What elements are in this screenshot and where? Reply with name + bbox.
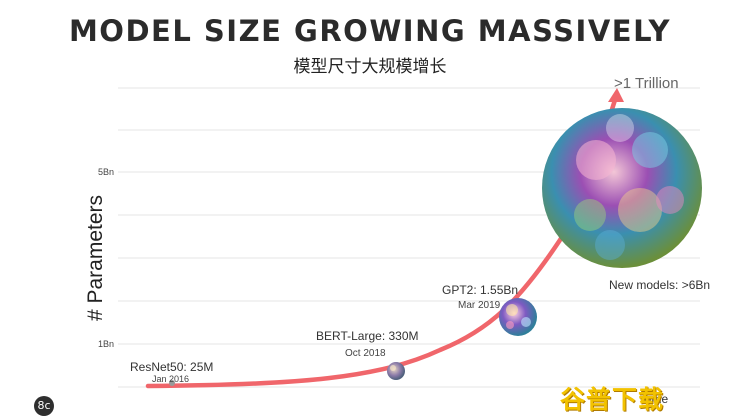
arrow-label: >1 Trillion bbox=[614, 75, 679, 92]
data-label-bert-large: BERT-Large: 330M bbox=[316, 329, 419, 343]
date-label-gpt2: Mar 2019 bbox=[458, 300, 501, 311]
y-tick-label: 1Bn bbox=[98, 339, 114, 349]
chart-title: MODEL SIZE GROWING MASSIVELY bbox=[68, 14, 672, 48]
data-label-gpt2: GPT2: 1.55Bn bbox=[442, 283, 518, 297]
watermark: 谷普下载 bbox=[560, 385, 665, 414]
date-label-bert-large: Oct 2018 bbox=[345, 348, 386, 359]
marker-resnet50 bbox=[169, 380, 175, 386]
marker-bert-large bbox=[387, 362, 405, 380]
y-axis-label: # Parameters bbox=[84, 194, 107, 322]
date-label-resnet50: Jan 2016 bbox=[152, 374, 189, 384]
brand-logo-icon: 8c bbox=[34, 396, 54, 416]
data-label-new-models: New models: >6Bn bbox=[609, 278, 710, 292]
marker-gpt2 bbox=[499, 298, 537, 336]
y-tick-label: 5Bn bbox=[98, 167, 114, 177]
x-axis-label: Time bbox=[642, 392, 669, 406]
marker-new-models bbox=[542, 108, 702, 268]
growth-arrowhead bbox=[608, 88, 624, 102]
data-label-resnet50: ResNet50: 25M bbox=[130, 360, 213, 374]
growth-curve bbox=[145, 97, 618, 389]
chart-subtitle: 模型尺寸大规模增长 bbox=[293, 57, 447, 77]
